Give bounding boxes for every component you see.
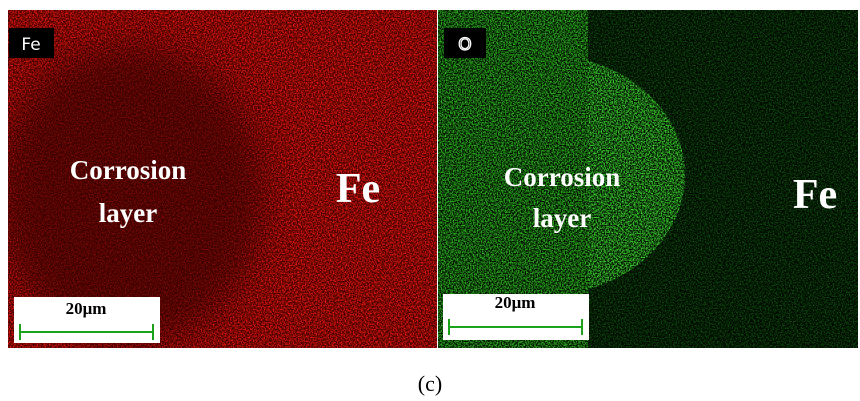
badge-box	[9, 28, 54, 58]
region-label: Corrosion	[504, 162, 621, 192]
scale-bar: 20μm	[14, 297, 160, 343]
caption: (c)	[418, 371, 442, 396]
badge-box	[444, 28, 486, 58]
scale-label: 20μm	[66, 299, 107, 318]
region-label: Corrosion	[70, 155, 187, 185]
element-badge: O	[458, 35, 471, 55]
scale-label: 20μm	[495, 293, 536, 312]
o-map	[438, 10, 858, 348]
phase-label: Fe	[793, 172, 837, 218]
scale-bar: 20μm	[443, 293, 589, 340]
region-label: layer	[533, 203, 591, 233]
region-label: layer	[99, 198, 157, 228]
fe-map	[8, 10, 437, 348]
element-badge: Fe	[21, 35, 40, 55]
phase-label: Fe	[336, 166, 380, 212]
